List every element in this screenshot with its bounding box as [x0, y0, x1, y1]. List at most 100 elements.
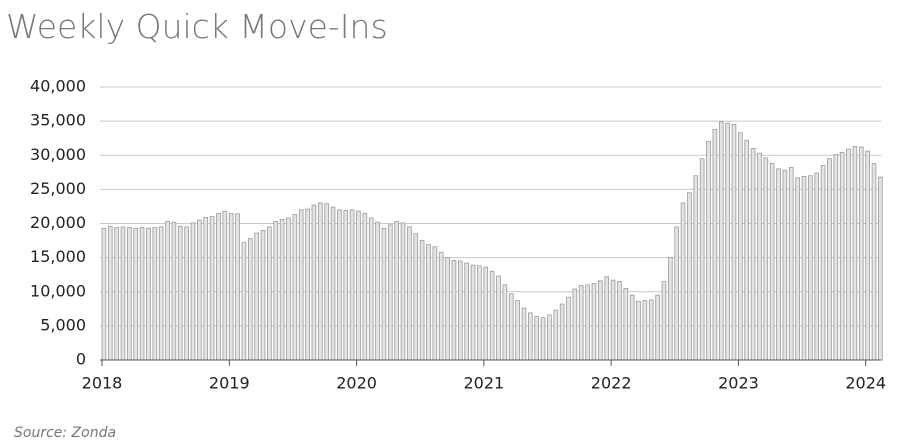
bar [496, 275, 501, 361]
bar [470, 264, 476, 361]
bar [534, 315, 539, 361]
bar [311, 204, 317, 361]
bar [528, 312, 533, 361]
x-tick-label: 2019 [209, 374, 250, 393]
bar [833, 154, 839, 361]
bar [203, 216, 209, 361]
bar [464, 262, 469, 361]
bar [209, 216, 215, 361]
bar [483, 266, 489, 361]
bar [750, 148, 756, 361]
bar [400, 222, 406, 361]
bar [114, 227, 119, 361]
y-tick-label: 20,000 [30, 213, 86, 232]
bar [846, 148, 851, 361]
bar [636, 300, 641, 361]
bar [731, 124, 737, 361]
bar [413, 233, 419, 361]
bar [324, 203, 329, 361]
bar [699, 158, 705, 361]
bar [146, 227, 151, 361]
bar [725, 122, 730, 361]
bar [127, 227, 132, 361]
bar [445, 257, 450, 361]
bar [858, 146, 864, 361]
bar [808, 175, 813, 361]
bar [184, 226, 189, 361]
bar [477, 265, 482, 361]
bar [152, 227, 158, 361]
bar [661, 281, 667, 361]
y-tick-label: 40,000 [30, 77, 86, 96]
y-tick-label: 30,000 [30, 145, 86, 164]
bar [171, 221, 177, 361]
bar [368, 217, 374, 361]
bar [438, 251, 444, 361]
bar [419, 240, 425, 361]
bar [865, 150, 870, 361]
bar [738, 132, 743, 361]
bar [216, 212, 221, 361]
bar [273, 221, 279, 361]
bar [279, 219, 285, 361]
bar [330, 206, 336, 361]
bar [591, 283, 597, 361]
bar [852, 145, 858, 361]
x-tick-label: 2024 [845, 374, 886, 393]
bar [827, 158, 832, 361]
bar [356, 210, 361, 361]
bar [349, 209, 355, 361]
bar [107, 225, 113, 361]
bar [642, 300, 648, 361]
x-tick-label: 2023 [718, 374, 759, 393]
bar [343, 210, 349, 361]
bar [247, 238, 253, 361]
bar [610, 279, 616, 361]
y-tick-label: 15,000 [30, 247, 86, 266]
bar [693, 175, 699, 361]
bar [585, 284, 590, 361]
bar [508, 293, 514, 361]
bar [375, 221, 380, 361]
y-tick-label: 5,000 [40, 315, 86, 334]
bar [298, 209, 304, 361]
bar [451, 259, 457, 361]
bar [718, 121, 724, 361]
bar [547, 314, 552, 361]
bar [878, 176, 883, 361]
bar [515, 300, 520, 361]
bar [553, 309, 559, 361]
bar [432, 246, 438, 361]
y-tick-label: 0 [76, 350, 86, 369]
bar [801, 176, 807, 361]
bar [674, 226, 679, 361]
bar [757, 152, 762, 361]
bar [782, 169, 788, 361]
bar [814, 172, 820, 361]
y-tick-label: 35,000 [30, 111, 86, 130]
bar [177, 225, 183, 361]
bar [680, 202, 686, 361]
source-note: Source: Zonda [14, 425, 116, 441]
bar [458, 260, 463, 361]
bar [502, 284, 508, 361]
x-tick-label: 2022 [591, 374, 632, 393]
bar [769, 163, 775, 361]
bar [381, 227, 387, 361]
bar [604, 276, 609, 361]
bar [305, 208, 310, 361]
bar [292, 214, 298, 361]
x-tick-label: 2018 [82, 374, 123, 393]
bar [362, 212, 368, 361]
y-tick-label: 25,000 [30, 179, 86, 198]
bar [820, 165, 826, 361]
bar [572, 288, 578, 361]
bar [871, 163, 877, 361]
bar [598, 280, 603, 361]
y-tick-label: 10,000 [30, 281, 86, 300]
bar [712, 128, 718, 361]
bar [839, 152, 845, 361]
bar [655, 294, 660, 361]
bar [521, 307, 527, 361]
